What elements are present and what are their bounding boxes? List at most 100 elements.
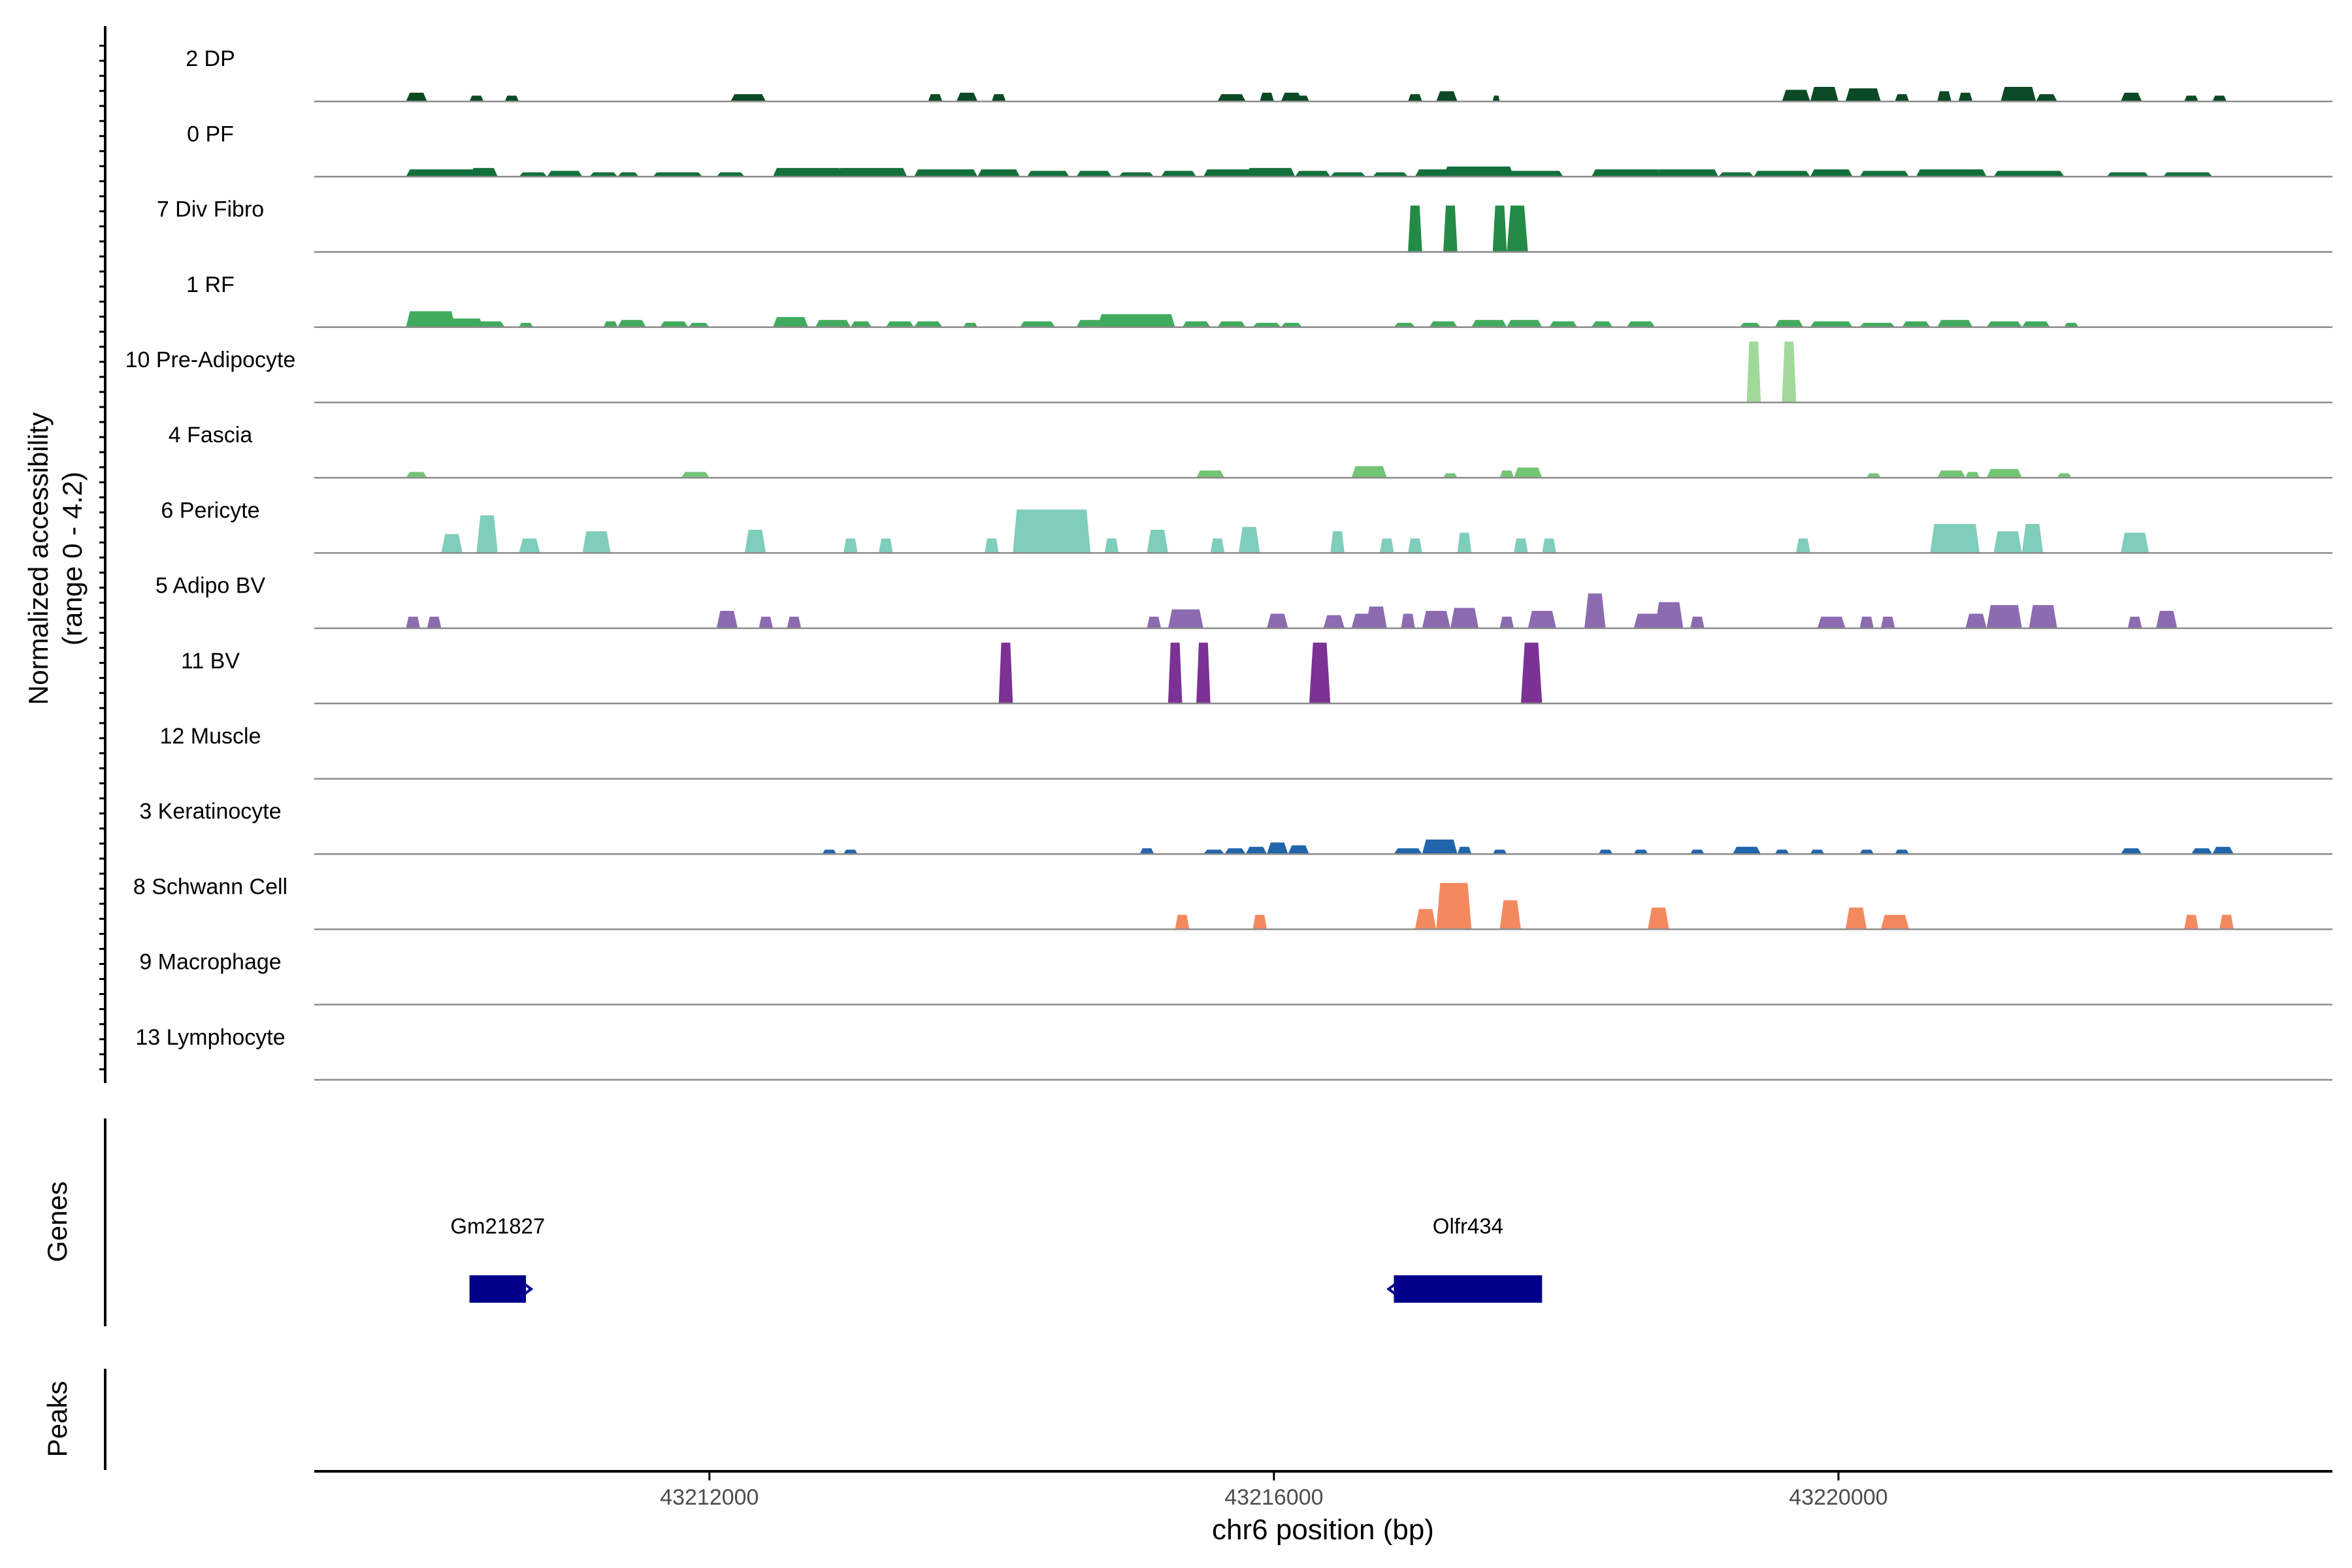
coverage-tracks: 2 DP 0 PF 7 Div Fibro 1 RF 10 Pre-Adipocyte 4… [125, 46, 2332, 1081]
coverage-peak [2219, 915, 2234, 930]
coverage-peak [1104, 538, 1119, 553]
coverage-peak [2184, 915, 2198, 930]
coverage-peak [1436, 91, 1458, 102]
coverage-peak [963, 323, 978, 327]
coverage-peak [1139, 318, 1168, 327]
x-tick-label: 43212000 [660, 1485, 759, 1510]
gene-label: Olfr434 [1433, 1214, 1503, 1238]
coverage-peak [730, 94, 766, 102]
coverage-peak [1859, 616, 1874, 629]
coverage-peak [1993, 171, 2065, 177]
coverage-peak [2021, 321, 2050, 327]
track-label: 10 Pre-Adipocyte [125, 348, 296, 372]
coverage-peak [1076, 319, 1105, 327]
coverage-peak [427, 616, 442, 629]
coverage-peak [1810, 169, 1853, 177]
coverage-peak [1817, 616, 1846, 629]
coverage-peak [660, 321, 689, 327]
coverage-peak [1492, 95, 1500, 102]
coverage-peak [1937, 470, 1966, 478]
coverage-peak [1718, 172, 1754, 177]
y-axis-title-line2: (range 0 - 4.2) [57, 472, 88, 645]
coverage-peak [1782, 341, 1797, 402]
coverage-peak [1450, 608, 1479, 629]
coverage-peak [547, 171, 583, 177]
coverage-peak [956, 92, 978, 102]
track-label: 6 Pericyte [161, 498, 259, 523]
coverage-peak [1252, 915, 1267, 930]
coverage-peak [2212, 95, 2227, 102]
coverage-peak [1196, 470, 1225, 478]
coverage-peak [1267, 842, 1288, 855]
coverage-peak [406, 92, 427, 102]
track-label: 2 DP [186, 46, 235, 71]
coverage-peak [1238, 527, 1260, 553]
coverage-peak [1880, 616, 1895, 629]
x-axis-title: chr6 position (bp) [1212, 1514, 1434, 1546]
coverage-peak [1520, 642, 1543, 704]
coverage-peak [582, 531, 611, 553]
coverage-peak [1542, 538, 1556, 553]
coverage-peak [1260, 92, 1274, 102]
coverage-peak [1351, 466, 1387, 478]
track-label: 7 Div Fibro [157, 197, 264, 222]
coverage-peak [2057, 473, 2072, 478]
coverage-peak [469, 168, 498, 177]
coverage-peak [1414, 909, 1437, 930]
coverage-peak [1492, 849, 1507, 855]
coverage-peak [1175, 915, 1190, 930]
accessibility-axis [99, 26, 106, 1083]
strand-arrow-icon [522, 1282, 534, 1296]
coverage-peak [1930, 524, 1980, 553]
coverage-peak [1203, 849, 1225, 855]
coverage-peak [1295, 171, 1331, 177]
coverage-peak [773, 317, 809, 327]
coverage-peak [2120, 92, 2142, 102]
coverage-peak [716, 172, 745, 177]
coverage-peak [1796, 538, 1810, 553]
track-label: 3 Keratinocyte [139, 799, 281, 824]
gene-label: Gm21827 [450, 1214, 545, 1238]
coverage-peak [1986, 321, 2022, 327]
coverage-peak [991, 94, 1006, 102]
track-9-macrophage: 9 Macrophage [139, 950, 2332, 1005]
coverage-peak [1732, 847, 1761, 855]
coverage-peak [1161, 171, 1197, 177]
coverage-peak [1330, 172, 1366, 177]
coverage-peak [1902, 321, 1931, 327]
gene-annotations: Gm21827 Olfr434 [450, 1214, 1543, 1303]
coverage-peak [1499, 470, 1514, 478]
coverage-peak [1937, 319, 1973, 327]
coverage-peak [822, 849, 837, 855]
track-13-lymphocyte: 13 Lymphocyte [135, 1025, 2332, 1081]
coverage-peak [1993, 531, 2022, 553]
coverage-peak [1309, 642, 1331, 704]
track-label: 5 Adipo BV [155, 574, 266, 598]
coverage-peak [469, 95, 484, 102]
coverage-peak [406, 311, 456, 327]
coverage-peak [1895, 94, 1909, 102]
coverage-peak [441, 534, 463, 553]
coverage-peak [1739, 323, 1761, 327]
coverage-peak [1471, 319, 1507, 327]
coverage-peak [406, 169, 484, 177]
coverage-peak [815, 319, 851, 327]
coverage-peak [1401, 613, 1415, 629]
coverage-peak [1196, 642, 1211, 704]
coverage-peak [2191, 848, 2213, 855]
coverage-peak [1492, 205, 1507, 252]
track-label: 12 Muscle [160, 724, 261, 749]
coverage-peak [519, 323, 533, 327]
coverage-peak [519, 172, 547, 177]
coverage-peak [1867, 473, 1881, 478]
track-label: 13 Lymphocyte [135, 1025, 285, 1050]
coverage-peak [2029, 605, 2057, 629]
coverage-peak [1845, 88, 1881, 102]
coverage-peak [1224, 848, 1246, 855]
coverage-peak [2155, 610, 2178, 629]
coverage-peak [1690, 849, 1705, 855]
coverage-peak [850, 321, 872, 327]
coverage-peak [1295, 95, 1309, 102]
coverage-peak [879, 538, 893, 553]
